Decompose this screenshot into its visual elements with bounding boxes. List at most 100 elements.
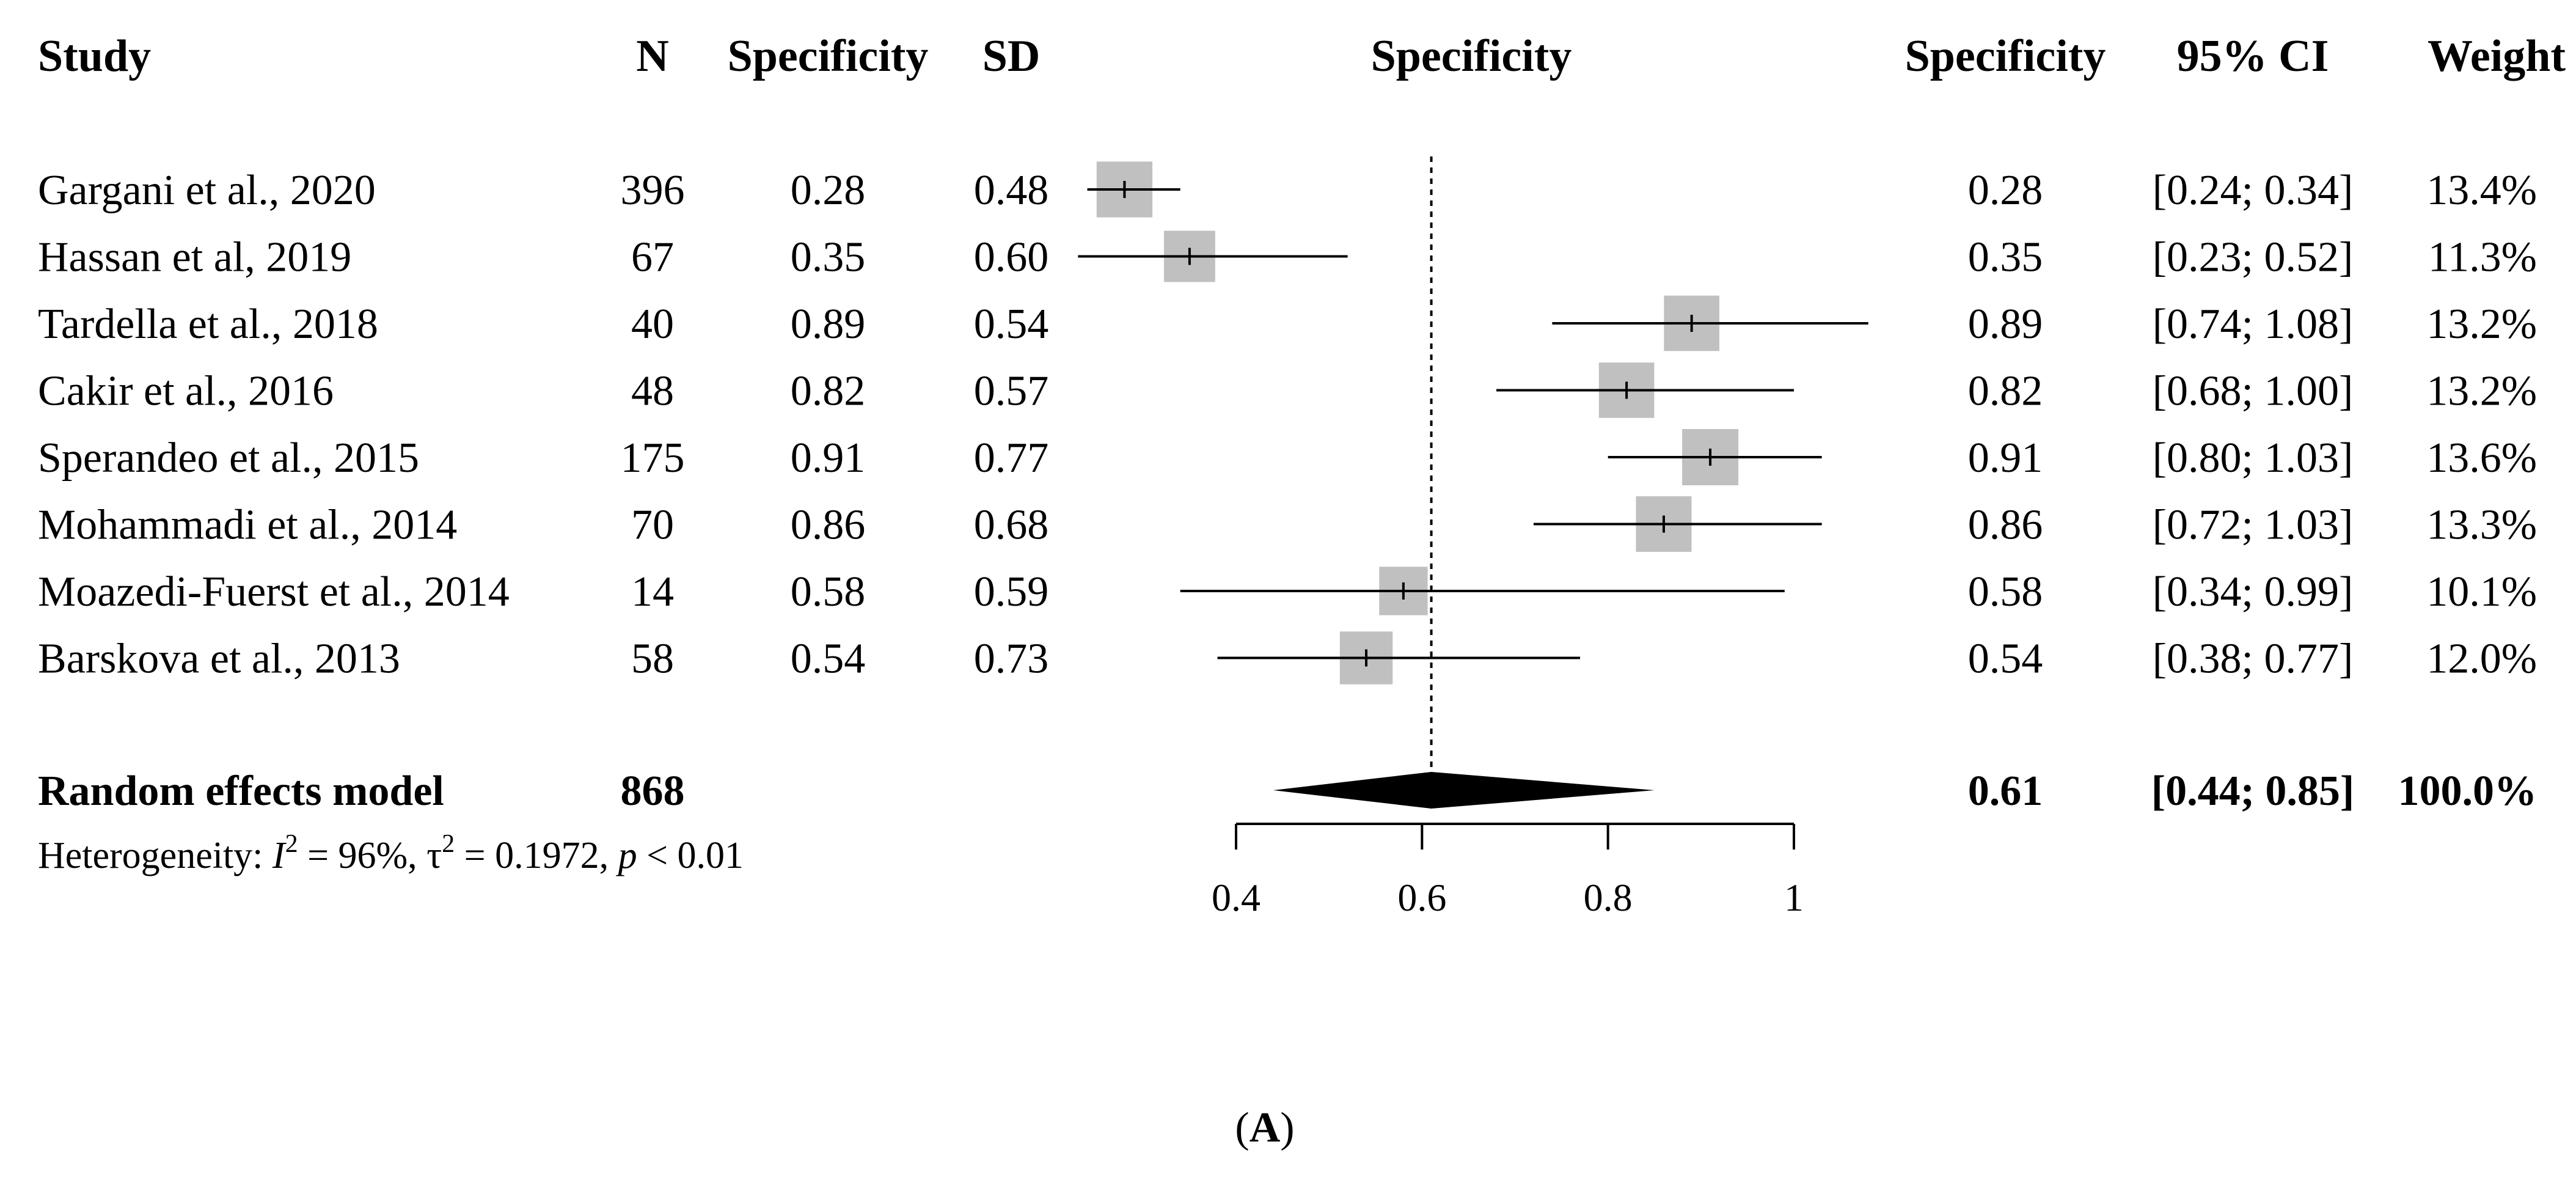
study-weight: 13.3% [2426,502,2537,549]
study-name: Barskova et al., 2013 [38,636,400,683]
study-n: 48 [631,368,674,415]
study-estimate: 0.58 [1968,568,2043,615]
study-ci: [0.38; 0.77] [2153,636,2354,683]
study-n: 175 [621,435,685,482]
study-estimate: 0.54 [1968,636,2043,683]
study-row: Sperandeo et al., 2015 175 0.91 0.77 0.91 [0.… [38,435,2537,482]
summary-row: Random effects model 868 0.61 [0.44; 0.8… [38,768,2537,815]
study-specificity: 0.82 [791,368,866,415]
study-ci: [0.80; 1.03] [2153,435,2354,482]
tau2-symbol: τ [426,835,442,876]
study-row: Tardella et al., 2018 40 0.89 0.54 0.89 [0.74… [38,301,2537,348]
study-n: 70 [631,502,674,549]
study-row: Barskova et al., 2013 58 0.54 0.73 0.54 [0.38… [38,636,2537,683]
study-ci: [0.24; 0.34] [2153,167,2354,214]
study-name: Cakir et al., 2016 [38,368,334,415]
summary-n: 868 [621,768,685,815]
i2-value: = 96%, [298,835,427,876]
study-weight: 13.6% [2426,435,2537,482]
p-value: < 0.01 [637,835,744,876]
plot-area: 0.4 0.6 0.8 1 [1078,156,1868,919]
header-sd: SD [982,31,1041,81]
panel-label-close: ) [1280,1104,1294,1151]
heterogeneity-stats: Heterogeneity: I2 = 96%, τ2 = 0.1972, p … [38,830,744,876]
study-ci: [0.68; 1.00] [2153,368,2354,415]
summary-diamond [1273,772,1655,809]
header-ci: 95% CI [2177,31,2329,81]
study-n: 40 [631,301,674,348]
study-ci: [0.23; 0.52] [2153,234,2354,281]
summary-weight: 100.0% [2398,768,2538,815]
study-estimate: 0.28 [1968,167,2043,214]
header-specificity: Specificity [728,31,929,81]
study-weight: 13.4% [2426,167,2537,214]
study-specificity: 0.91 [791,435,866,482]
study-n: 14 [631,568,674,615]
summary-estimate: 0.61 [1968,768,2043,815]
study-weight: 13.2% [2426,368,2537,415]
study-row: Gargani et al., 2020 396 0.28 0.48 0.28 [0.24… [38,167,2537,214]
study-n: 396 [621,167,685,214]
study-weight: 13.2% [2426,301,2537,348]
panel-label-letter: A [1250,1104,1281,1151]
study-ci: [0.34; 0.99] [2153,568,2354,615]
study-specificity: 0.35 [791,234,866,281]
heterogeneity-prefix: Heterogeneity: [38,835,273,876]
study-name: Tardella et al., 2018 [38,301,378,348]
study-n: 67 [631,234,674,281]
study-specificity: 0.89 [791,301,866,348]
study-name: Moazedi-Fuerst et al., 2014 [38,568,510,615]
x-axis-tick-label: 1 [1784,876,1804,919]
study-sd: 0.68 [974,502,1049,549]
study-row: Mohammadi et al., 2014 70 0.86 0.68 0.86 [0.7… [38,502,2537,549]
study-specificity: 0.86 [791,502,866,549]
header-plot-title: Specificity [1371,31,1572,81]
header-study: Study [38,31,151,81]
study-estimate: 0.35 [1968,234,2043,281]
study-name: Sperandeo et al., 2015 [38,435,419,482]
study-weight: 10.1% [2426,568,2537,615]
study-n: 58 [631,636,674,683]
tau2-value: = 0.1972, [455,835,618,876]
study-sd: 0.60 [974,234,1049,281]
study-ci: [0.72; 1.03] [2153,502,2354,549]
study-estimate: 0.82 [1968,368,2043,415]
study-sd: 0.57 [974,368,1049,415]
i2-superscript: 2 [285,830,298,858]
study-sd: 0.73 [974,636,1049,683]
summary-ci: [0.44; 0.85] [2151,768,2354,815]
study-specificity: 0.54 [791,636,866,683]
tau2-superscript: 2 [442,830,455,858]
study-sd: 0.59 [974,568,1049,615]
p-symbol: p [616,835,637,876]
study-name: Mohammadi et al., 2014 [38,502,457,549]
study-sd: 0.77 [974,435,1049,482]
study-row: Hassan et al, 2019 67 0.35 0.60 0.35 [0.23; 0… [38,234,2537,281]
panel-label: (A) [1235,1104,1294,1151]
study-weight: 12.0% [2426,636,2537,683]
study-row: Moazedi-Fuerst et al., 2014 14 0.58 0.59 0.5… [38,568,2537,615]
header-weight: Weight [2428,31,2566,81]
study-sd: 0.54 [974,301,1049,348]
study-estimate: 0.86 [1968,502,2043,549]
study-specificity: 0.58 [791,568,866,615]
header-row: Study N Specificity SD Specificity Speci… [38,31,2566,81]
study-name: Hassan et al, 2019 [38,234,351,281]
study-sd: 0.48 [974,167,1049,214]
study-estimate: 0.89 [1968,301,2043,348]
study-ci: [0.74; 1.08] [2153,301,2354,348]
study-rows: Gargani et al., 2020 396 0.28 0.48 0.28 [0.24… [38,167,2537,683]
x-axis-tick-label: 0.4 [1212,876,1261,919]
study-estimate: 0.91 [1968,435,2043,482]
study-weight: 11.3% [2428,234,2537,281]
study-row: Cakir et al., 2016 48 0.82 0.57 0.82 [0.68; 1… [38,368,2537,415]
x-axis-tick-label: 0.6 [1397,876,1446,919]
i2-symbol: I [272,835,287,876]
summary-label: Random effects model [38,768,444,815]
x-axis-tick-label: 0.8 [1584,876,1633,919]
study-specificity: 0.28 [791,167,866,214]
panel-label-open: ( [1235,1104,1249,1151]
study-name: Gargani et al., 2020 [38,167,376,214]
header-n: N [636,31,668,81]
